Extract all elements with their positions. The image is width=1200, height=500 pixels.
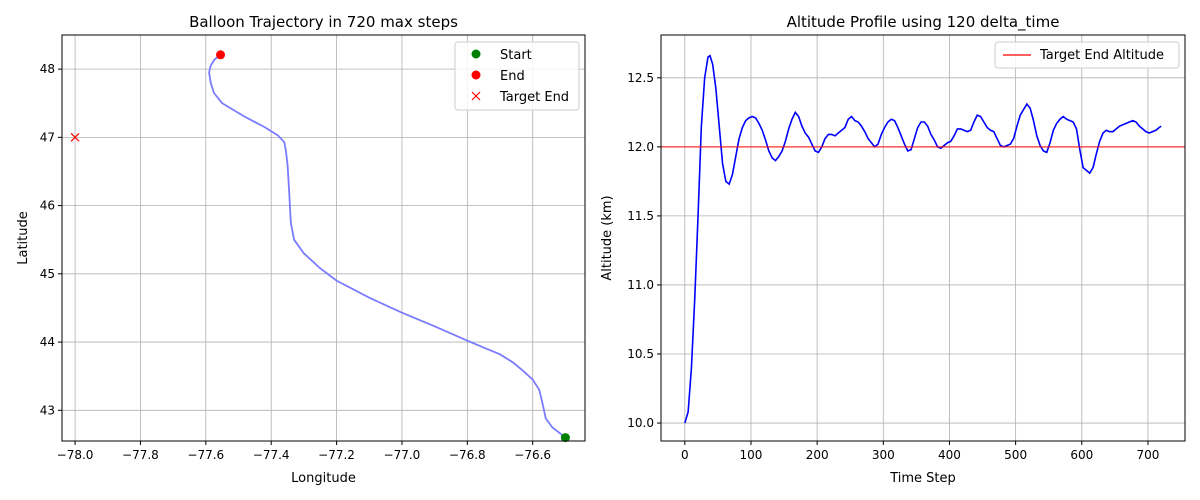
altitude-axes-frame: [660, 34, 1186, 442]
altitude-legend-target-end-altitude: Target End Altitude: [1003, 48, 1164, 63]
altitude-chart: Altitude Profile using 120 delta_time 0 1…: [600, 13, 1186, 486]
altitude-x-tick-label: 100: [740, 448, 763, 462]
altitude-y-tick-label: 12.5: [627, 71, 654, 85]
trajectory-y-tick-label: 45: [40, 267, 55, 281]
altitude-x-axis-label: Time Step: [889, 471, 956, 486]
trajectory-x-axis-label: Longitude: [291, 471, 356, 486]
trajectory-y-tick-label: 44: [40, 335, 55, 349]
altitude-y-tick-label: 11.5: [627, 209, 654, 223]
trajectory-legend-end: End: [471, 69, 525, 84]
trajectory-line: [208, 54, 566, 439]
altitude-y-tick-label: 10.0: [627, 416, 654, 430]
altitude-x-tick-label: 0: [681, 448, 689, 462]
trajectory-y-tick-label: 43: [40, 403, 55, 417]
trajectory-x-tick-label: −76.6: [514, 448, 551, 462]
altitude-x-tick-label: 200: [806, 448, 829, 462]
altitude-x-tick-label: 300: [872, 448, 895, 462]
altitude-legend-box: [994, 41, 1180, 69]
trajectory-y-tick-label: 46: [40, 199, 55, 213]
trajectory-x-tick-label: −76.8: [449, 448, 486, 462]
trajectory-grid: [62, 35, 585, 441]
altitude-y-tick-label: 11.0: [627, 278, 654, 292]
trajectory-legend-start: Start: [471, 48, 532, 63]
trajectory-legend-end-label: End: [500, 69, 525, 84]
trajectory-y-tick-label: 48: [40, 62, 55, 76]
trajectory-x-tick-label: −77.4: [253, 448, 290, 462]
altitude-x-tick-label: 600: [1070, 448, 1093, 462]
trajectory-series: [70, 50, 570, 443]
trajectory-x-tick-label: −78.0: [57, 448, 94, 462]
trajectory-legend-start-swatch: [471, 49, 481, 59]
trajectory-legend-box: [454, 41, 580, 111]
altitude-legend-target-end-altitude-label: Target End Altitude: [1039, 48, 1164, 63]
trajectory-x-tick-label: −77.6: [187, 448, 224, 462]
altitude-y-tick-label: 12.0: [627, 140, 654, 154]
trajectory-axes-frame: [61, 34, 586, 442]
altitude-chart-title: Altitude Profile using 120 delta_time: [787, 13, 1060, 32]
trajectory-ticks: −78.0 −77.8 −77.6 −77.4 −77.2 −77.0 −76.8 −76.6…: [40, 62, 551, 462]
trajectory-legend-target-end-label: Target End: [499, 90, 569, 105]
altitude-x-tick-label: 700: [1136, 448, 1159, 462]
start-marker: [560, 433, 570, 443]
altitude-line: [684, 54, 1162, 424]
trajectory-x-tick-label: −77.8: [122, 448, 159, 462]
trajectory-legend-start-label: Start: [500, 48, 532, 63]
altitude-x-tick-label: 500: [1004, 448, 1027, 462]
altitude-legend: Target End Altitude: [994, 41, 1180, 69]
trajectory-x-tick-label: −77.2: [318, 448, 355, 462]
altitude-y-axis-label: Altitude (km): [600, 195, 615, 280]
trajectory-y-axis-label: Latitude: [16, 211, 31, 265]
trajectory-legend-target-end: Target End: [471, 90, 569, 105]
trajectory-y-tick-label: 47: [40, 130, 55, 144]
trajectory-chart-title: Balloon Trajectory in 720 max steps: [189, 13, 458, 31]
altitude-y-tick-label: 10.5: [627, 347, 654, 361]
altitude-ticks: 0 100 200 300 400 500 600 700 10.0 10.5 11.0 11.5 12…: [627, 71, 1159, 462]
target-end-marker: [70, 132, 80, 142]
altitude-x-tick-label: 400: [938, 448, 961, 462]
trajectory-legend-target-end-swatch: [471, 91, 481, 101]
altitude-series: [661, 54, 1185, 424]
end-marker: [216, 50, 226, 60]
trajectory-chart: Balloon Trajectory in 720 max steps −78.…: [16, 13, 586, 486]
trajectory-legend-end-swatch: [471, 70, 481, 80]
trajectory-legend: Start End Target End: [454, 41, 580, 111]
trajectory-x-tick-label: −77.0: [384, 448, 421, 462]
